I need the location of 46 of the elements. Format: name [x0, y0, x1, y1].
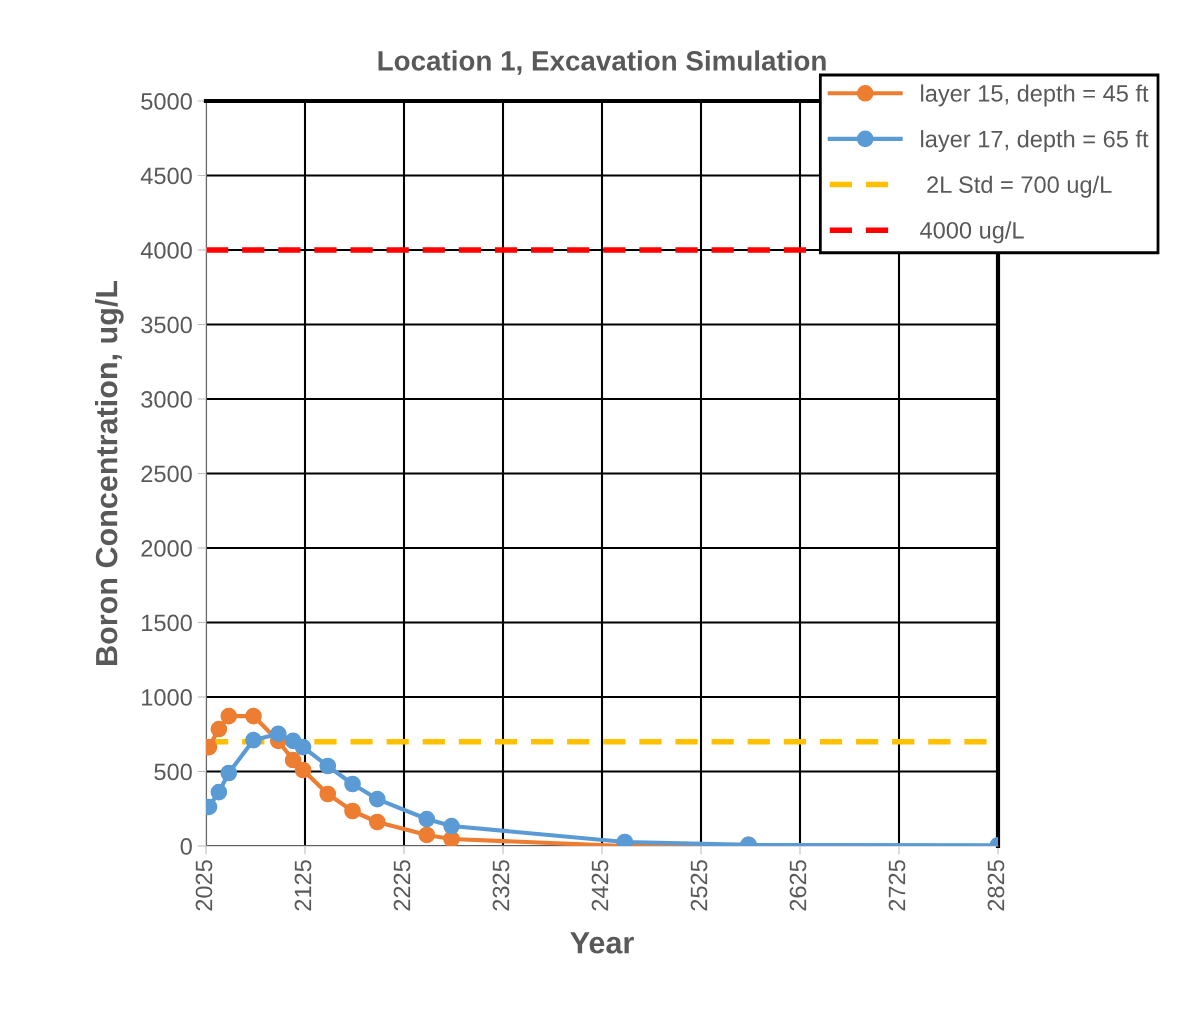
y-tick-label: 1000 [142, 689, 192, 706]
y-tick-label: 5000 [141, 93, 192, 110]
x-tick-label: 2025 [195, 860, 213, 911]
y-tick-label: 2500 [141, 465, 192, 483]
point [344, 775, 361, 793]
point [294, 761, 312, 779]
legend-label: 2L Std = 700 ug/L [927, 175, 1112, 198]
point [368, 790, 386, 808]
x-axis-title: Year [570, 932, 634, 954]
point [269, 725, 287, 743]
y-tick-label: 2000 [141, 540, 192, 557]
y-tick-label: 500 [154, 763, 192, 781]
y-tick-label: 1500 [142, 614, 192, 632]
x-tick-label: 2125 [294, 860, 312, 911]
point [294, 738, 312, 756]
point [443, 817, 460, 835]
ref-line-label: 4000 ug/L [920, 221, 1024, 244]
legend-label: layer 15, depth = 45 ft [921, 84, 1149, 107]
point [319, 757, 337, 775]
point [210, 783, 228, 801]
y-tick-label: 4000 [140, 242, 192, 259]
point [418, 810, 436, 828]
point [418, 826, 436, 844]
x-tick-label: 2825 [987, 860, 1005, 911]
point [245, 731, 262, 749]
legend-label: layer 17, depth = 65 ft [921, 130, 1149, 153]
y-axis-title: Boron Concentration, ug/L [95, 280, 124, 665]
point [344, 802, 361, 820]
point [284, 751, 302, 769]
y-tick-label: 3500 [141, 316, 192, 334]
point [220, 707, 238, 725]
y-tick-label: 4500 [140, 167, 192, 185]
chart-title: Location 1, Excavation Simulation [378, 50, 826, 75]
x-tick-label: 2425 [591, 860, 609, 911]
point [319, 785, 337, 803]
x-tick-label: 2725 [888, 860, 906, 911]
y-tick-label: 3000 [141, 391, 192, 408]
x-tick-label: 2625 [789, 860, 807, 911]
point [210, 720, 228, 738]
y-tick-label: 0 [180, 838, 192, 855]
point [220, 764, 238, 782]
point [245, 707, 262, 725]
x-tick-label: 2325 [492, 860, 510, 911]
x-tick-label: 2225 [393, 860, 411, 911]
x-tick-label: 2525 [690, 860, 708, 911]
point [368, 813, 386, 831]
